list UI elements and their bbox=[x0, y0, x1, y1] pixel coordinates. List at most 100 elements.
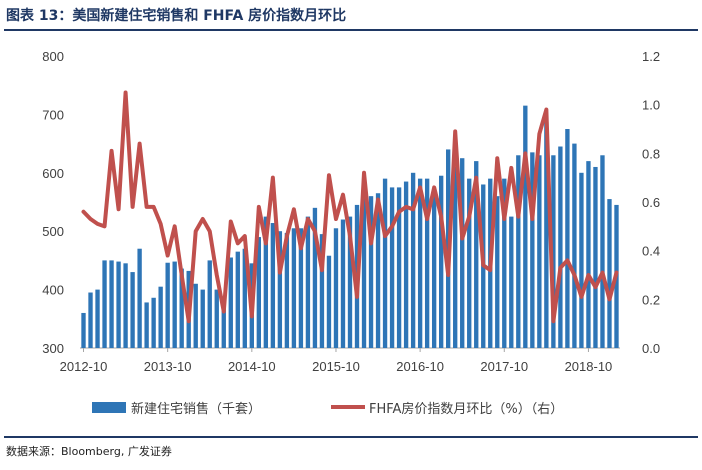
bar bbox=[228, 257, 233, 348]
y-left-tick-label: 700 bbox=[42, 107, 64, 122]
source-note: 数据来源：Bloomberg, 广发证券 bbox=[6, 445, 172, 458]
bar bbox=[417, 178, 423, 348]
y-right-tick-label: 0.4 bbox=[642, 244, 660, 259]
bar bbox=[144, 302, 149, 348]
x-tick-label: 2016-10 bbox=[396, 359, 444, 374]
bar bbox=[333, 228, 339, 348]
legend-bar-swatch bbox=[92, 402, 126, 413]
x-tick-label: 2014-10 bbox=[228, 359, 276, 374]
bar bbox=[368, 196, 374, 348]
legend: 新建住宅销售（千套） FHFA房价指数月环比（%）（右） bbox=[92, 401, 563, 417]
bar bbox=[158, 286, 163, 348]
bar bbox=[347, 216, 353, 348]
bar bbox=[263, 216, 269, 348]
bar bbox=[95, 289, 100, 348]
bar bbox=[403, 181, 409, 348]
bar bbox=[593, 166, 598, 348]
bar bbox=[375, 193, 381, 348]
bar bbox=[340, 219, 346, 348]
bar bbox=[179, 268, 184, 348]
bar bbox=[193, 283, 198, 348]
bar bbox=[116, 261, 121, 348]
bar bbox=[453, 166, 458, 348]
bar bbox=[495, 196, 500, 348]
y-left-tick-label: 800 bbox=[42, 49, 64, 64]
bar-series bbox=[81, 105, 619, 348]
y-right-tick-label: 1.0 bbox=[642, 98, 660, 113]
bar bbox=[509, 216, 514, 348]
bar bbox=[474, 161, 479, 348]
bar bbox=[438, 175, 444, 348]
bar bbox=[530, 152, 535, 348]
bar bbox=[123, 263, 128, 348]
legend-line-label: FHFA房价指数月环比（%）（右） bbox=[369, 401, 563, 417]
y-right-tick-label: 0.0 bbox=[642, 341, 660, 356]
chart-title: 图表 13：美国新建住宅销售和 FHFA 房价指数月环比 bbox=[6, 8, 347, 24]
bar bbox=[586, 161, 591, 348]
bar bbox=[424, 178, 430, 348]
bar bbox=[277, 231, 283, 348]
bar bbox=[319, 234, 325, 348]
bar bbox=[382, 178, 388, 348]
bar bbox=[151, 297, 156, 348]
bar bbox=[431, 193, 437, 348]
chart-canvas: 300 400 500 600 700 800 0.0 0.2 0.4 0.6 0.8 1.0 1.2 2… bbox=[42, 49, 660, 417]
bar bbox=[410, 172, 416, 348]
x-tick-label: 2017-10 bbox=[480, 359, 528, 374]
bar bbox=[467, 178, 472, 348]
bar bbox=[544, 121, 549, 348]
y-left-tick-label: 300 bbox=[42, 341, 64, 356]
bar bbox=[516, 155, 521, 348]
bar bbox=[242, 248, 247, 348]
footer-rule bbox=[4, 436, 698, 438]
bar bbox=[572, 143, 577, 348]
bar bbox=[389, 187, 395, 348]
bar bbox=[565, 129, 570, 348]
y-left-tick-label: 500 bbox=[42, 224, 64, 239]
bar bbox=[88, 292, 93, 348]
y-right-tick-label: 0.8 bbox=[642, 146, 660, 161]
y-right-tick-label: 0.2 bbox=[642, 292, 660, 307]
bar bbox=[326, 255, 332, 348]
bar bbox=[235, 251, 240, 348]
bar bbox=[600, 155, 605, 348]
bar bbox=[81, 312, 86, 348]
bar bbox=[270, 223, 276, 348]
bar bbox=[137, 248, 142, 348]
bar bbox=[298, 228, 304, 348]
bar bbox=[396, 187, 402, 348]
bar bbox=[102, 260, 107, 348]
x-tick-label: 2012-10 bbox=[60, 359, 108, 374]
line-series bbox=[81, 90, 619, 324]
bar bbox=[172, 261, 177, 348]
y-right-tick-label: 0.6 bbox=[642, 195, 660, 210]
bar bbox=[305, 216, 311, 348]
bar bbox=[537, 155, 542, 348]
bar bbox=[221, 301, 226, 348]
bar bbox=[207, 260, 212, 348]
bar bbox=[200, 289, 205, 348]
bar bbox=[460, 158, 465, 348]
bar bbox=[130, 272, 135, 348]
y-left-tick-label: 400 bbox=[42, 283, 64, 298]
x-tick-label: 2013-10 bbox=[144, 359, 192, 374]
bar bbox=[214, 289, 219, 348]
bar bbox=[579, 172, 584, 348]
y-right-tick-label: 1.2 bbox=[642, 49, 660, 64]
bar bbox=[361, 193, 367, 348]
bar bbox=[502, 178, 507, 348]
legend-bar-label: 新建住宅销售（千套） bbox=[131, 401, 261, 417]
bar bbox=[523, 105, 528, 348]
bar bbox=[558, 146, 563, 348]
x-tick-label: 2015-10 bbox=[312, 359, 360, 374]
bar bbox=[291, 228, 297, 348]
bar bbox=[551, 155, 556, 348]
bar bbox=[256, 237, 262, 348]
bar bbox=[109, 260, 114, 348]
axes: 300 400 500 600 700 800 0.0 0.2 0.4 0.6 0.8 1.0 1.2 2… bbox=[42, 49, 660, 374]
bar bbox=[165, 262, 170, 348]
bar bbox=[312, 207, 318, 348]
bar bbox=[284, 232, 290, 348]
line-path bbox=[81, 90, 619, 324]
title-rule bbox=[4, 29, 698, 31]
